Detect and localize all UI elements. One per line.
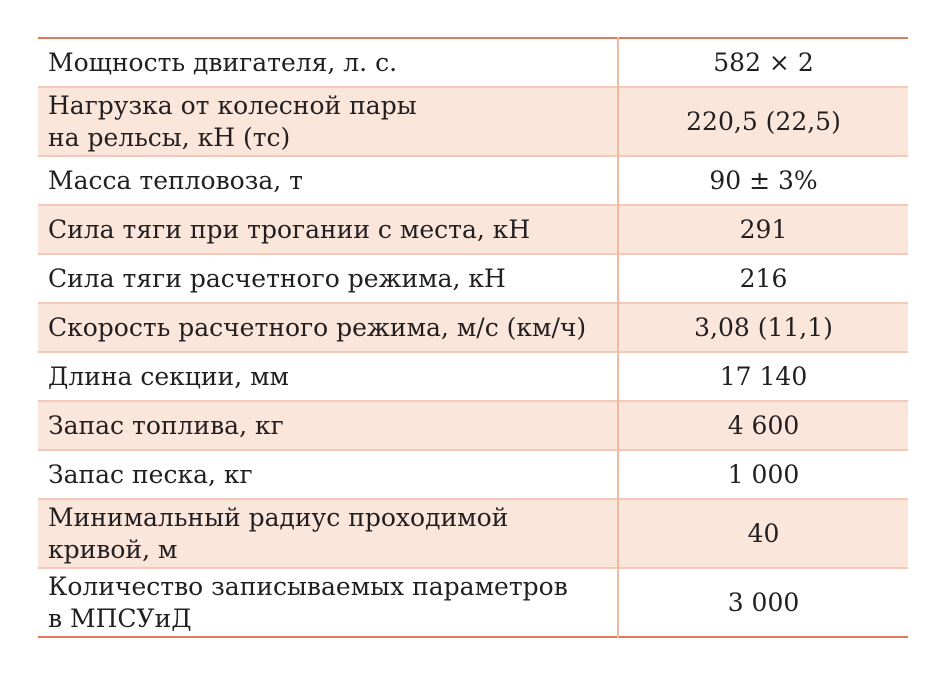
table-row: Мощность двигателя, л. с. 582 × 2 [38,38,908,87]
value-cell: 4 600 [618,400,908,450]
param-cell: Мощность двигателя, л. с. [38,38,619,87]
value-cell: 3,08 (11,1) [618,302,908,352]
param-label: Мощность двигателя, л. с. [48,47,398,77]
value-cell: 17 140 [618,351,908,401]
table-row: Масса тепловоза, т 90 ± 3% [38,155,908,205]
param-label: в МПСУиД [48,603,192,633]
param-label: Количество записываемых параметров [48,571,568,601]
param-label: Скорость расчетного режима, м/с (км/ч) [48,312,587,342]
value-cell: 220,5 (22,5) [618,86,908,156]
value-cell: 582 × 2 [713,47,814,77]
value-cell: 90 ± 3% [618,155,908,205]
param-cell: Нагрузка от колесной пары на рельсы, кН (… [38,86,619,156]
param-label: Сила тяги расчетного режима, кН [48,263,506,293]
param-label: Длина секции, мм [48,361,289,391]
param-cell: Масса тепловоза, т [38,155,619,205]
value-cell: 40 [618,498,908,568]
table-row: Запас песка, кг 1 000 [38,449,908,499]
table-row: Количество записываемых параметров в МПСУ… [38,567,908,637]
param-cell: Количество записываемых параметров в МПСУ… [38,567,619,637]
param-cell: Сила тяги расчетного режима, кН [38,253,619,303]
param-label: на рельсы, кН (тс) [48,122,291,152]
param-label: кривой, м [48,534,178,564]
param-label: Запас топлива, кг [48,410,284,440]
param-cell: Запас песка, кг [38,449,619,499]
specifications-table: Мощность двигателя, л. с. 582 × 2 Нагруз… [38,37,908,638]
table-row: Нагрузка от колесной пары на рельсы, кН (… [38,86,908,156]
value-cell: 216 [618,253,908,303]
table-row: Запас топлива, кг 4 600 [38,400,908,450]
table-row: Минимальный радиус проходимой кривой, м 4… [38,498,908,568]
param-cell: Длина секции, мм [38,351,619,401]
value-cell: 1 000 [618,449,908,499]
table-row: Сила тяги при трогании с места, кН 291 [38,204,908,254]
table-row: Длина секции, мм 17 140 [38,351,908,401]
table-row: Сила тяги расчетного режима, кН 216 [38,253,908,303]
table-row: Скорость расчетного режима, м/с (км/ч) 3… [38,302,908,352]
param-label: Сила тяги при трогании с места, кН [48,214,531,244]
param-label: Нагрузка от колесной пары [48,90,417,120]
param-label: Масса тепловоза, т [48,165,303,195]
value-cell: 3 000 [618,567,908,637]
param-cell: Скорость расчетного режима, м/с (км/ч) [38,302,619,352]
param-label: Минимальный радиус проходимой [48,502,509,532]
param-cell: Минимальный радиус проходимой кривой, м [38,498,619,568]
param-cell: Запас топлива, кг [38,400,619,450]
param-label: Запас песка, кг [48,459,253,489]
value-cell: 291 [618,204,908,254]
param-cell: Сила тяги при трогании с места, кН [38,204,619,254]
